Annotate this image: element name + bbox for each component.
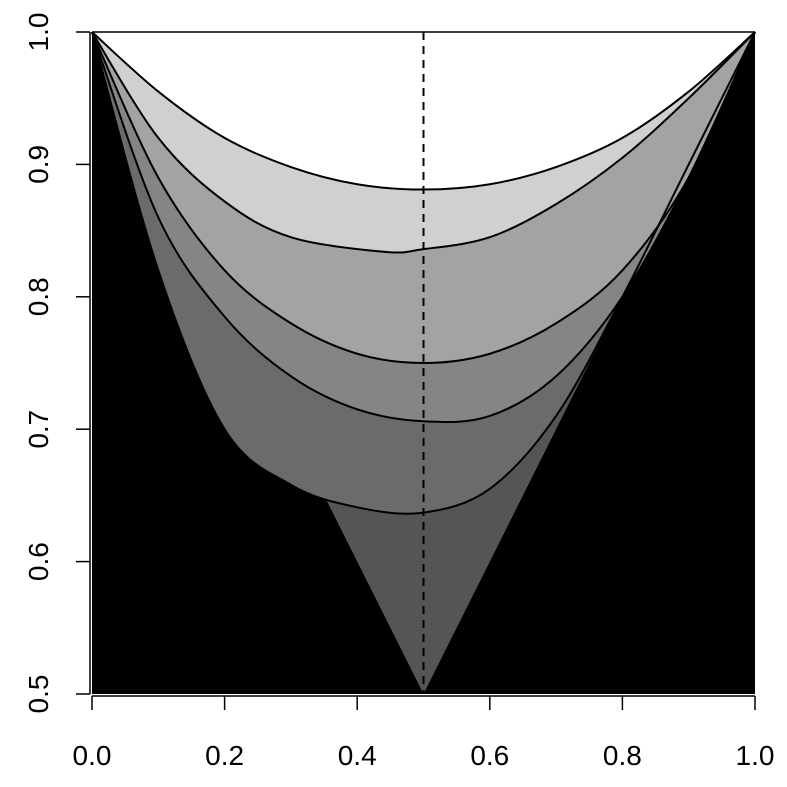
y-tick-label-1: 0.6 — [23, 542, 54, 581]
y-tick-label-4: 0.9 — [23, 145, 54, 184]
band-fills — [0, 0, 787, 694]
band-fill-6 — [92, 32, 755, 190]
boundary-curve-2 — [91, 31, 756, 424]
x-tick-label-0: 0.0 — [73, 740, 112, 771]
y-tick-label-0: 0.5 — [23, 675, 54, 714]
y-tick-label-3: 0.8 — [23, 277, 54, 316]
boundary-curve-3 — [91, 31, 756, 365]
axes: 0.0 0.2 0.4 0.6 0.8 1.0 0.5 0.6 0.7 0.8 0.9 1.0 — [23, 13, 774, 771]
x-tick-label-3: 0.6 — [470, 740, 509, 771]
y-tick-label-2: 0.7 — [23, 410, 54, 449]
x-tick-label-5: 1.0 — [736, 740, 775, 771]
top-margin — [0, 0, 787, 32]
x-tick-label-4: 0.8 — [603, 740, 642, 771]
x-tick-label-1: 0.2 — [205, 740, 244, 771]
y-tick-label-5: 1.0 — [23, 13, 54, 52]
x-tick-label-2: 0.4 — [338, 740, 377, 771]
